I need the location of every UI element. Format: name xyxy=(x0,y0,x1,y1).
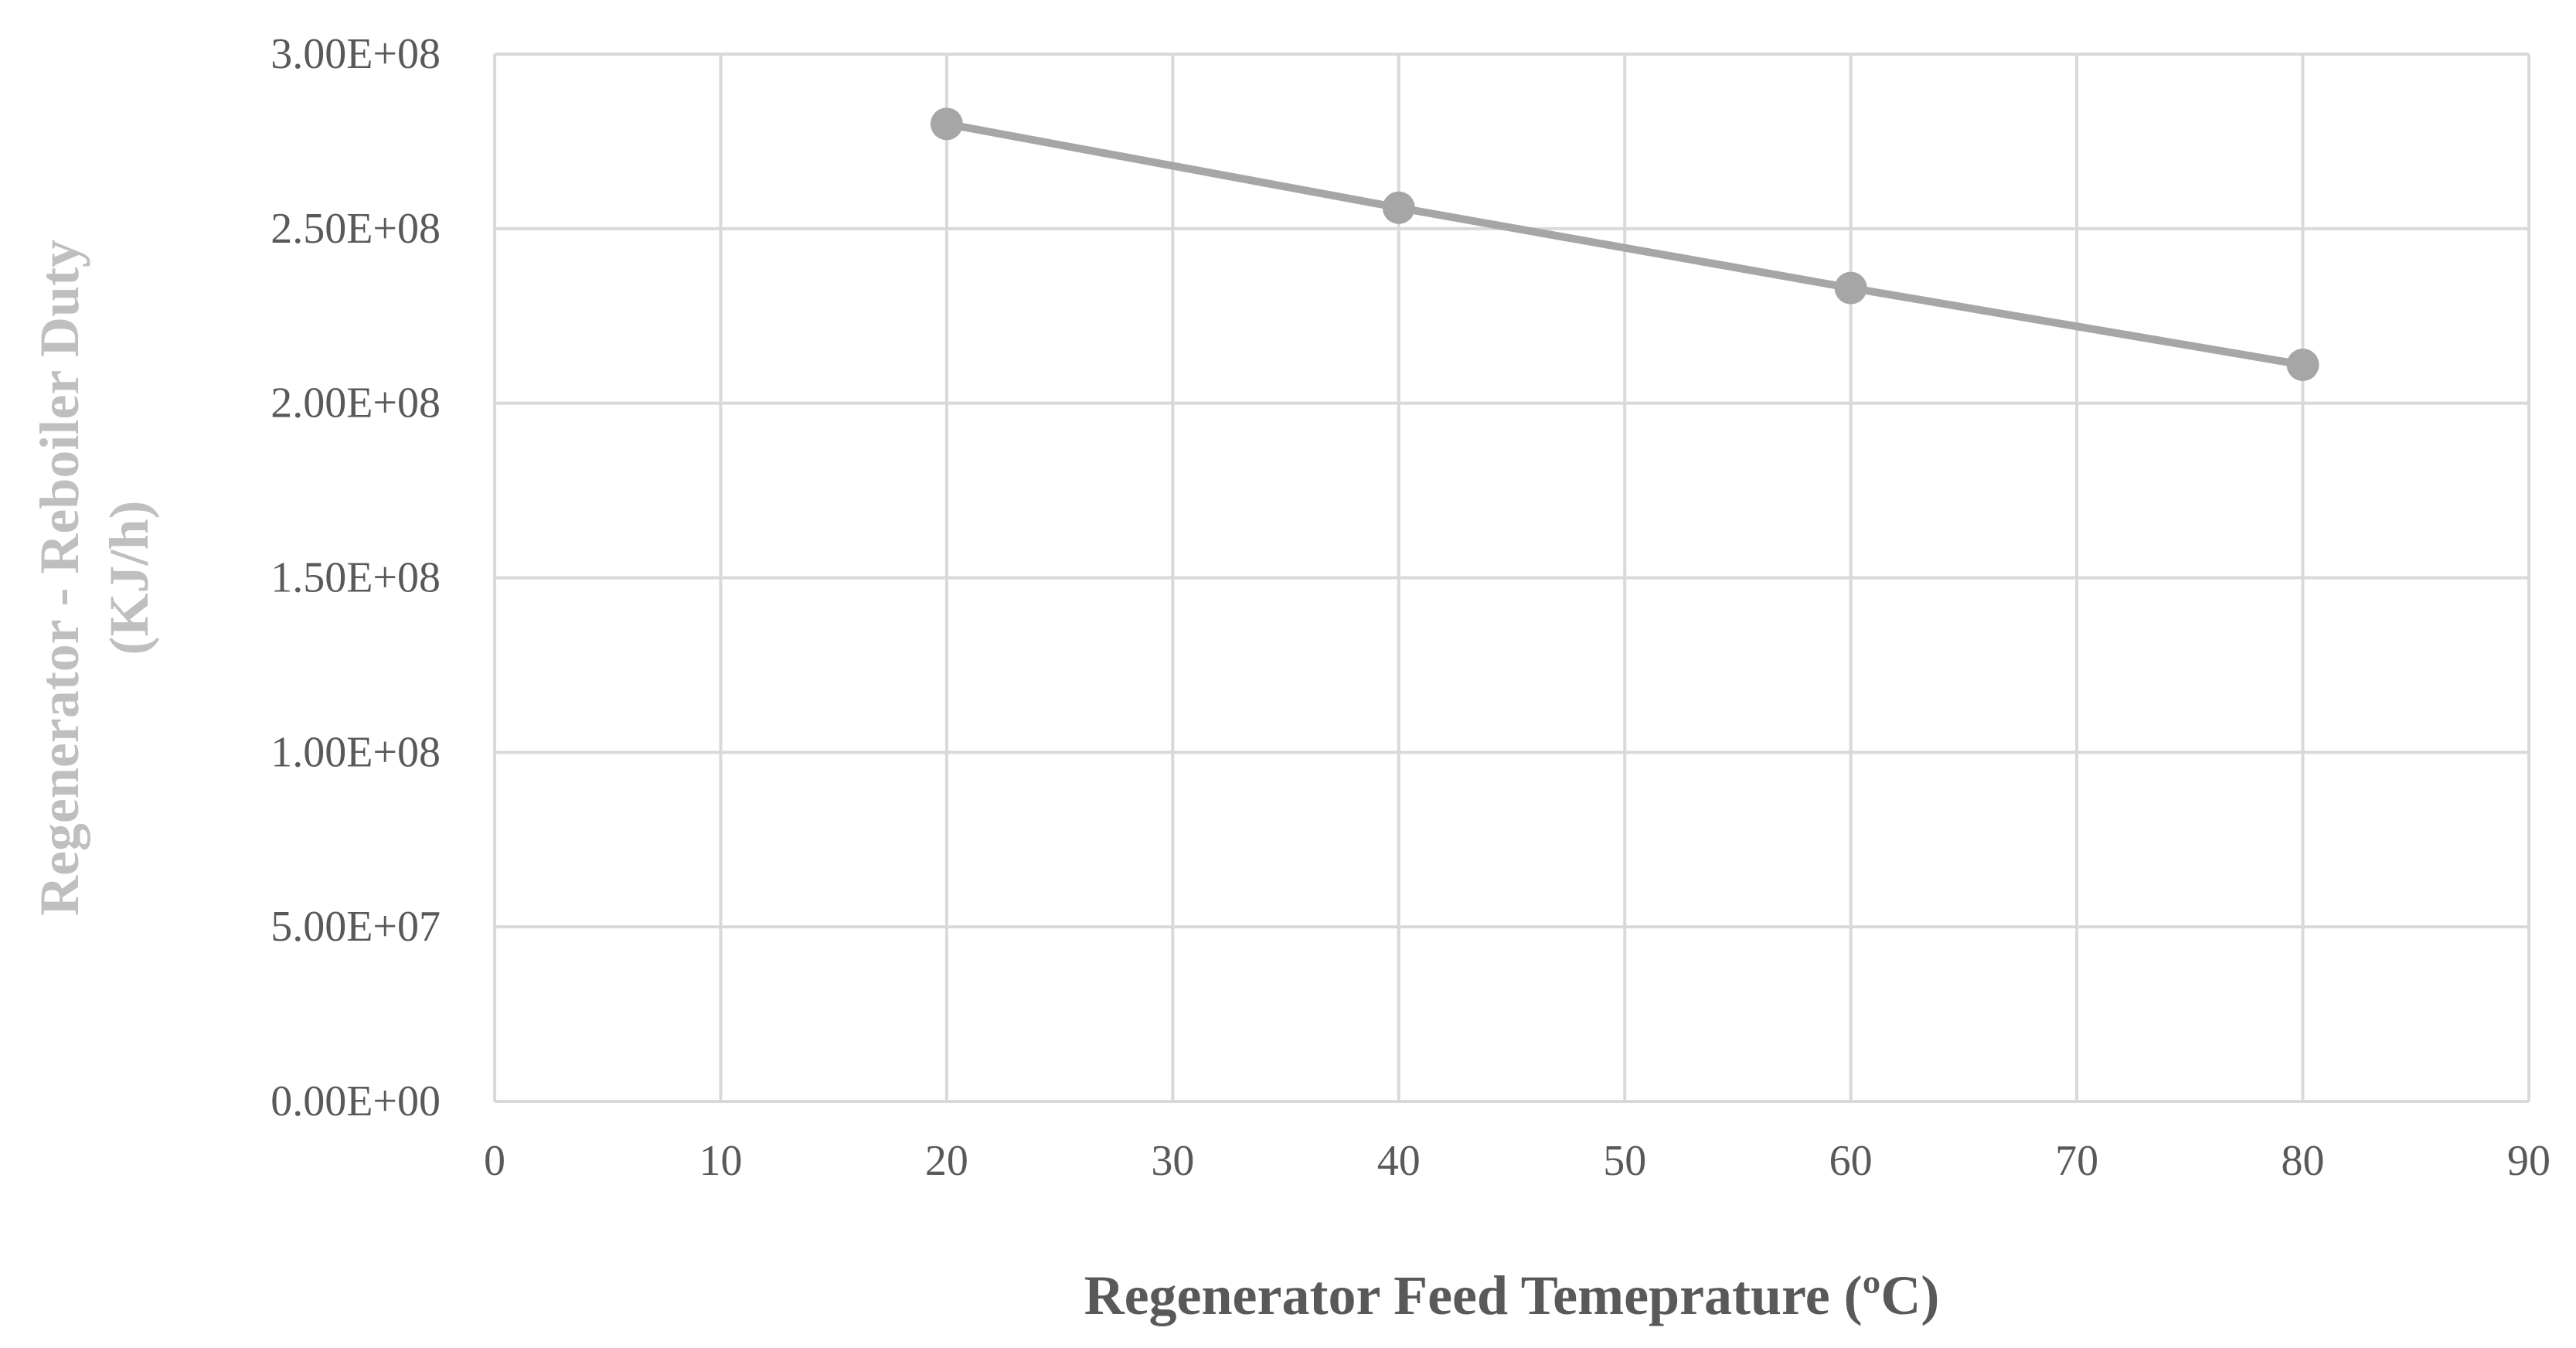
series-layer xyxy=(930,107,2319,381)
data-point xyxy=(930,107,963,141)
x-tick-label: 80 xyxy=(2282,1137,2325,1185)
y-tick-label: 1.00E+08 xyxy=(271,728,441,776)
axis-layer xyxy=(493,54,2529,1103)
x-tick-label: 50 xyxy=(1603,1137,1646,1185)
label-layer: 0.00E+00 5.00E+07 1.00E+08 1.50E+08 2.00E+08… xyxy=(29,30,2550,1326)
data-point xyxy=(2286,348,2319,381)
x-tick-label: 70 xyxy=(2055,1137,2098,1185)
data-point xyxy=(1834,271,1867,305)
y-tick-label: 2.00E+08 xyxy=(271,380,441,427)
x-tick-label: 20 xyxy=(925,1137,968,1185)
x-tick-label: 0 xyxy=(484,1137,505,1185)
y-tick-label: 1.50E+08 xyxy=(271,554,441,602)
x-tick-label: 10 xyxy=(699,1137,742,1185)
x-axis-title: Regenerator Feed Temeprature (ºC) xyxy=(1084,1265,1940,1326)
y-axis-title: Regenerator - Reboiler Duty xyxy=(29,240,90,916)
x-tick-label: 40 xyxy=(1377,1137,1421,1185)
y-axis-title: (KJ/h) xyxy=(98,500,160,655)
y-tick-label: 2.50E+08 xyxy=(271,205,441,253)
x-tick-label: 60 xyxy=(1829,1137,1873,1185)
y-tick-label: 0.00E+00 xyxy=(271,1077,441,1125)
y-tick-label: 3.00E+08 xyxy=(271,30,441,78)
x-tick-label: 30 xyxy=(1151,1137,1194,1185)
y-tick-label: 5.00E+07 xyxy=(271,903,441,951)
series-line xyxy=(942,120,2307,369)
grid-layer xyxy=(495,53,2530,1101)
x-tick-label: 90 xyxy=(2507,1137,2550,1185)
data-point xyxy=(1382,191,1415,224)
